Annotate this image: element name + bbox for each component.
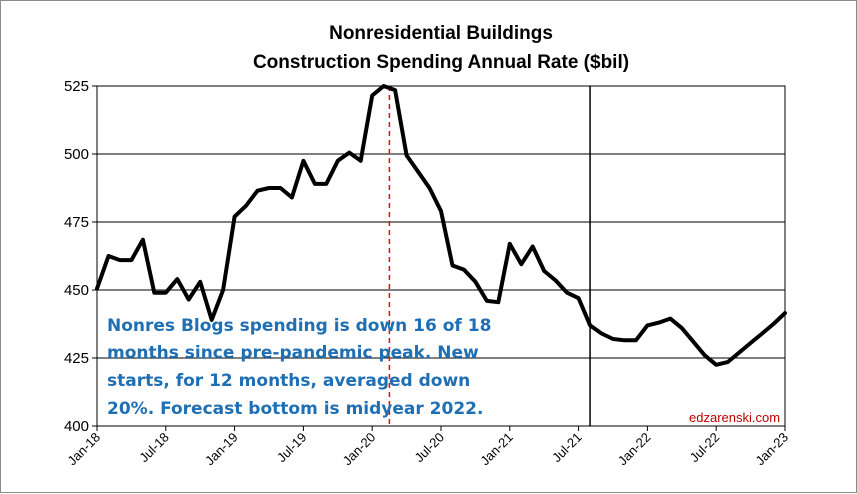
x-axis-ticks: Jan-18 Jul-18 Jan-19 Jul-19 Jan-20 Jul-20 Jan-… <box>64 426 791 468</box>
x-tick-label-Jul-22: Jul-22 <box>687 430 723 466</box>
x-tick-label-Jul-20: Jul-20 <box>411 430 447 466</box>
y-axis-ticks: 400 425 450 475 500 525 <box>64 78 97 435</box>
plot-area <box>96 85 786 427</box>
y-tick-label-475: 475 <box>64 214 89 231</box>
x-tick-label-Jan-19: Jan-19 <box>202 430 241 469</box>
x-tick-label-Jul-21: Jul-21 <box>549 430 585 466</box>
reference-lines <box>388 86 591 426</box>
y-tick-label-425: 425 <box>64 350 89 367</box>
x-tick-label-Jan-22: Jan-22 <box>615 430 654 469</box>
y-tick-label-450: 450 <box>64 282 89 299</box>
chart-title-line-1: Nonresidential Buildings <box>329 23 553 44</box>
annotation-line-3: starts, for 12 months, averaged down <box>107 371 470 391</box>
x-tick-label-Jul-19: Jul-19 <box>274 430 310 466</box>
series-group <box>95 84 787 367</box>
annotation-line-4: 20%. Forecast bottom is midyear 2022. <box>107 399 483 419</box>
chart-title-line-2: Construction Spending Annual Rate ($bil) <box>253 52 629 73</box>
y-tick-label-400: 400 <box>64 418 89 435</box>
y-tick-label-525: 525 <box>64 78 89 95</box>
y-tick-label-500: 500 <box>64 146 89 163</box>
x-tick-label-Jan-18: Jan-18 <box>64 430 103 469</box>
gridlines <box>97 153 785 359</box>
annotation-line-1: Nonres Blogs spending is down 16 of 18 <box>107 316 491 336</box>
series-line-0 <box>95 84 787 367</box>
x-tick-label-Jan-20: Jan-20 <box>340 430 379 469</box>
annotation-text-block: Nonres Blogs spending is down 16 of 18 m… <box>107 316 491 419</box>
x-tick-label-Jul-18: Jul-18 <box>136 430 172 466</box>
annotation-line-2: months since pre-pandemic peak. New <box>107 343 479 363</box>
source-credit: edzarenski.com <box>689 410 780 425</box>
x-tick-label-Jan-23: Jan-23 <box>752 430 791 469</box>
x-tick-label-Jan-21: Jan-21 <box>477 430 516 469</box>
